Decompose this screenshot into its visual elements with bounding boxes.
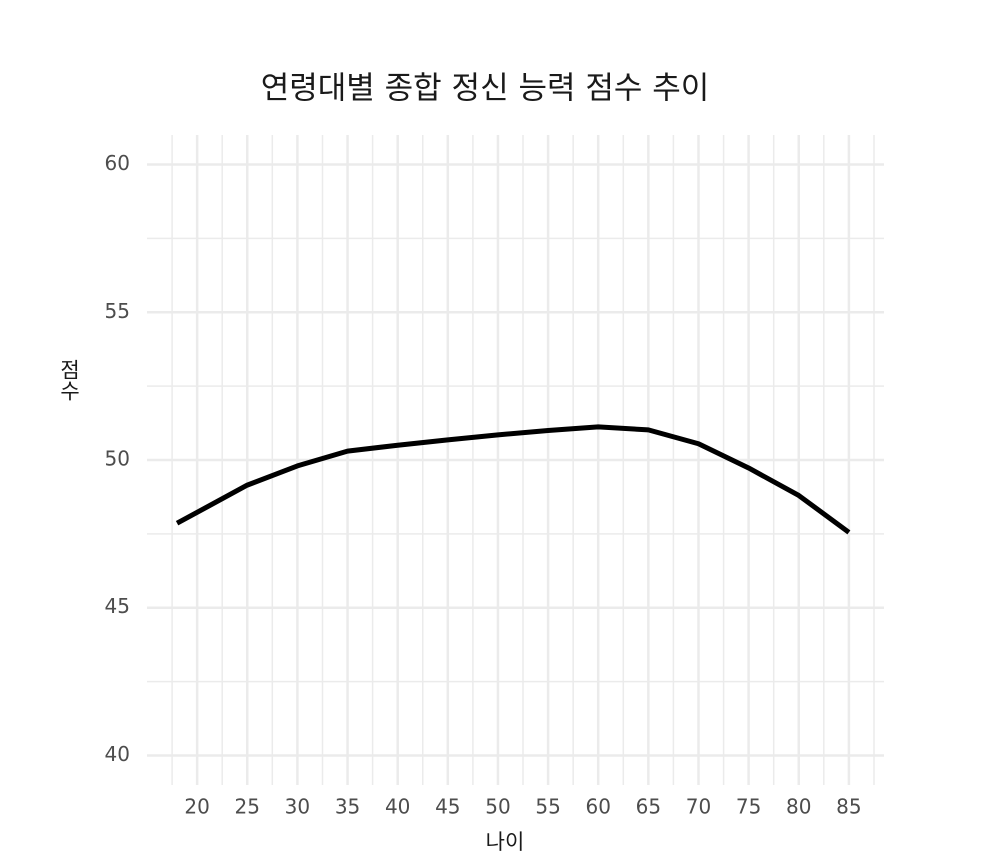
y-tick-label: 55 [105,299,130,323]
x-tick-label: 50 [485,795,510,819]
x-tick-label: 20 [184,795,209,819]
line-series [175,424,851,535]
y-axis-label: 점수 [57,359,81,401]
x-tick-label: 45 [435,795,460,819]
x-axis-label: 나이 [486,830,525,854]
y-tick-label: 45 [105,594,130,618]
x-tick-label: 65 [636,795,661,819]
x-tick-label: 60 [585,795,610,819]
x-tick-label: 80 [786,795,811,819]
x-tick-label: 25 [235,795,260,819]
y-tick-label: 40 [105,742,130,766]
chart-title: 연령대별 종합 정신 능력 점수 추이 [261,71,710,107]
x-tick-label: 40 [385,795,410,819]
x-tick-label: 75 [736,795,761,819]
x-tick-label: 70 [686,795,711,819]
x-tick-label: 55 [535,795,560,819]
x-tick-label: 35 [335,795,360,819]
y-tick-label: 50 [105,447,130,471]
x-tick-label: 30 [285,795,310,819]
x-tick-label: 85 [836,795,861,819]
y-tick-label: 60 [105,151,130,175]
